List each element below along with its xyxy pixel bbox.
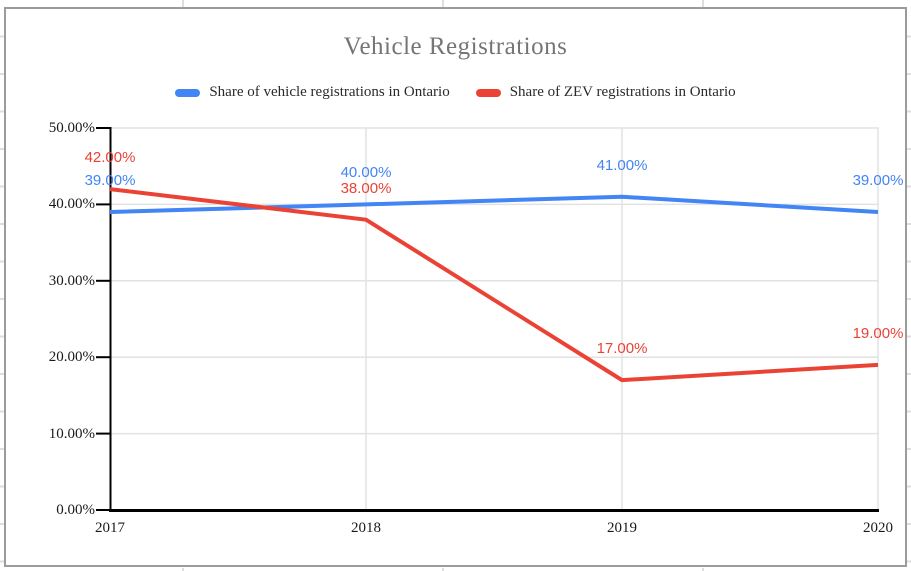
data-label: 17.00%: [596, 340, 648, 358]
series-line-share-of-vehicle-registrations-in-ontario[interactable]: [109, 194, 879, 215]
x-axis-label: 2018: [351, 520, 381, 536]
data-label: 38.00%: [340, 179, 392, 197]
y-axis-label: 10.00%: [48, 425, 95, 442]
data-label: 41.00%: [596, 156, 648, 174]
y-axis-label: 50.00%: [48, 120, 95, 136]
y-axis-label: 0.00%: [56, 502, 95, 518]
legend-item-vehicle-registrations[interactable]: Share of vehicle registrations in Ontari…: [175, 84, 450, 101]
legend-label: Share of ZEV registrations in Ontario: [509, 84, 736, 100]
chart-legend: Share of vehicle registrations in Ontari…: [0, 84, 911, 101]
y-axis-label: 30.00%: [48, 272, 95, 289]
series-line-share-of-zev-registrations-in-ontario[interactable]: [109, 187, 879, 383]
data-label: 40.00%: [340, 164, 392, 182]
x-axis-label: 2019: [607, 520, 637, 536]
data-label: 19.00%: [852, 324, 904, 342]
y-axis-label: 40.00%: [48, 196, 95, 213]
chart-card[interactable]: [4, 7, 907, 567]
y-axis-label: 20.00%: [48, 349, 95, 366]
legend-label: Share of vehicle registrations in Ontari…: [209, 84, 450, 100]
legend-swatch-red-icon: [475, 88, 501, 97]
legend-swatch-blue-icon: [175, 88, 201, 97]
x-axis-label: 2017: [95, 520, 125, 536]
legend-item-zev-registrations[interactable]: Share of ZEV registrations in Ontario: [475, 84, 736, 101]
data-label: 42.00%: [84, 149, 136, 167]
chart-title: Vehicle Registrations: [343, 33, 568, 60]
x-axis-label: 2020: [863, 520, 893, 536]
data-label: 39.00%: [852, 172, 904, 190]
data-label: 39.00%: [84, 172, 136, 190]
